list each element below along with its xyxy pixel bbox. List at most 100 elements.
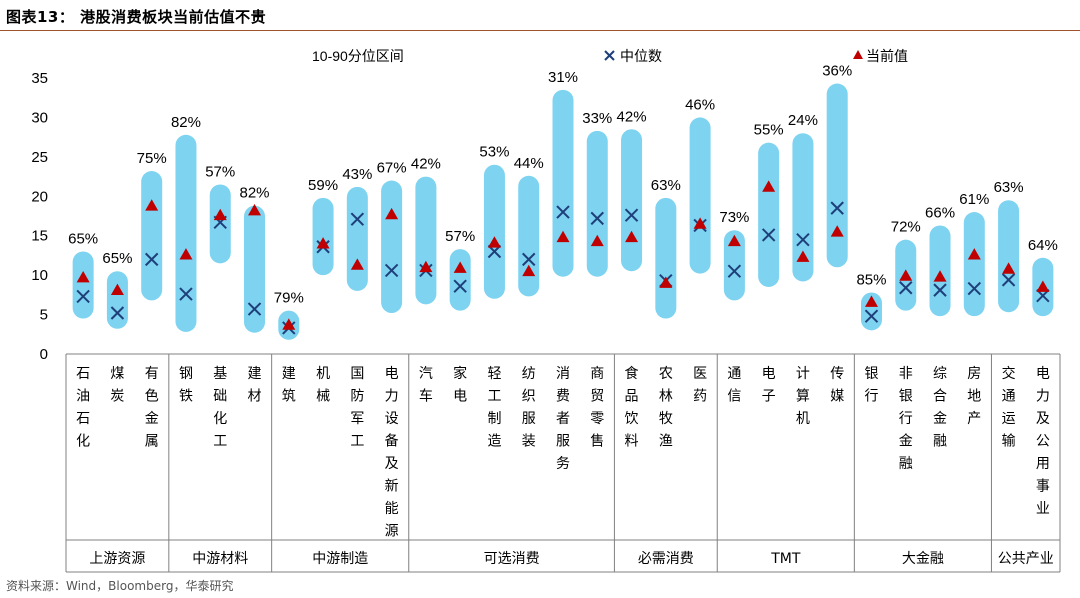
range-bar [72, 251, 94, 319]
group-label: TMT [770, 551, 801, 567]
category-label: 非银行金融 [899, 366, 913, 472]
category-label: 传媒 [830, 366, 844, 405]
percentile-label: 73% [719, 209, 749, 226]
percentile-label: 24% [788, 112, 818, 129]
percentile-label: 57% [205, 163, 235, 180]
category-label: 商贸零售 [590, 366, 604, 450]
current-marker [76, 271, 90, 283]
category-label: 有色金属 [145, 366, 159, 450]
median-marker [76, 289, 90, 304]
percentile-label: 53% [479, 144, 509, 161]
percentile-label: 63% [651, 177, 681, 194]
category-label: 建材 [248, 366, 262, 405]
median-marker [624, 208, 639, 222]
category-label: 基础化工 [213, 365, 227, 450]
current-marker [419, 260, 433, 273]
median-marker [384, 263, 399, 278]
category-label: 机械 [316, 366, 330, 405]
group-labels: 上游资源 中游材料 中游制造 可选消费 必需消费 TMT 大金融 公共产业 [89, 551, 1053, 567]
legend: 10-90分位区间 中位数 当前值 [312, 48, 908, 65]
range-bar [483, 164, 505, 299]
category-label: 食品饮料 [625, 365, 639, 450]
percentile-label: 42% [411, 156, 441, 173]
percentile-label: 66% [925, 204, 955, 221]
current-marker [625, 230, 639, 243]
category-label: 家电 [453, 365, 467, 405]
range-bar [998, 200, 1020, 313]
percentile-label: 55% [754, 122, 784, 139]
markers [76, 180, 1050, 335]
range-bar [689, 117, 711, 274]
range-bar [723, 230, 745, 301]
current-marker [727, 234, 741, 247]
current-marker [1036, 280, 1050, 292]
current-marker [556, 230, 570, 243]
category-label: 电子 [762, 366, 776, 405]
category-label: 电力设备及新能源 [385, 366, 399, 540]
category-label: 电力及公用事业 [1036, 366, 1050, 517]
y-tick-label: 30 [31, 109, 48, 126]
range-bar [518, 175, 540, 297]
median-marker [110, 306, 125, 320]
current-marker [248, 203, 262, 216]
percentile-label: 43% [342, 166, 372, 183]
range-bar [415, 176, 437, 305]
y-tick-label: 5 [40, 307, 48, 324]
range-bar [209, 184, 231, 264]
percentile-label: 57% [445, 228, 475, 245]
current-marker [693, 217, 707, 229]
range-bar [826, 83, 848, 268]
group-label: 中游制造 [312, 551, 368, 567]
figure-title: 图表13： 港股消费板块当前估值不贵 [6, 8, 267, 26]
current-marker [350, 258, 364, 270]
y-tick-label: 15 [31, 228, 48, 245]
legend-median-label: 中位数 [620, 49, 662, 65]
category-label: 综合金融 [933, 366, 947, 450]
range-bar [758, 142, 780, 287]
range-bar [106, 271, 128, 329]
current-marker [659, 276, 673, 288]
y-tick-label: 35 [31, 70, 48, 87]
category-label: 汽车 [419, 366, 433, 405]
median-marker [350, 212, 365, 226]
range-bar [346, 186, 368, 291]
y-tick-label: 10 [31, 267, 48, 284]
y-tick-label: 20 [31, 188, 48, 205]
current-marker [385, 207, 399, 220]
category-label: 交通运输 [1002, 365, 1016, 450]
current-marker [1002, 262, 1016, 274]
current-marker [145, 199, 159, 211]
axes: 0 5 10 15 20 25 30 35 [31, 70, 1061, 573]
current-marker [522, 264, 536, 277]
percentile-label: 31% [548, 69, 578, 86]
percentile-label: 33% [582, 110, 612, 127]
current-marker [796, 250, 810, 262]
median-marker [144, 252, 159, 267]
current-marker [830, 225, 844, 237]
current-marker [453, 261, 467, 273]
category-label: 计算机 [796, 366, 810, 427]
percentile-label: 46% [685, 96, 715, 113]
current-marker [864, 295, 878, 307]
category-label: 钢铁 [179, 366, 193, 405]
percentile-label: 64% [1028, 237, 1058, 254]
y-tick-label: 0 [40, 346, 48, 363]
percentile-label: 67% [377, 160, 407, 177]
median-marker [590, 211, 604, 226]
median-marker [727, 264, 742, 278]
category-label: 石油石化 [76, 366, 90, 450]
percentile-labels: 65%65%75%82%57%82%79%59%43% 67% 42%57%53%4… [68, 63, 1058, 307]
range-bar [621, 129, 643, 272]
range-bar [312, 197, 334, 276]
percentile-label: 61% [959, 191, 989, 208]
percentile-label: 44% [514, 155, 544, 172]
y-tick-label: 25 [31, 149, 48, 166]
percentile-label: 85% [856, 271, 886, 288]
current-marker [967, 248, 981, 260]
category-label: 银行 [864, 366, 878, 405]
median-marker [453, 279, 467, 293]
median-marker [830, 201, 844, 215]
current-marker [762, 180, 776, 192]
